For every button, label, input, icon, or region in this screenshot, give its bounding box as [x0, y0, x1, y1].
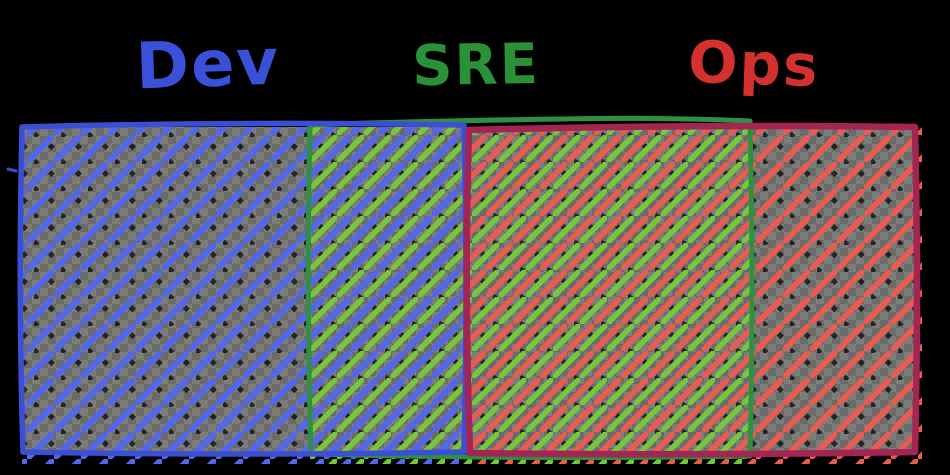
sre-label: SRE: [412, 32, 541, 99]
dev-label: Dev: [135, 26, 282, 105]
dev-rect-border: [17, 120, 469, 457]
ops-label: Ops: [687, 28, 821, 101]
stray-pen-mark: [6, 167, 18, 173]
ops-rect-border: [463, 122, 921, 458]
sre-rect-border: [305, 115, 755, 461]
ops-region-hatch: [468, 127, 922, 464]
